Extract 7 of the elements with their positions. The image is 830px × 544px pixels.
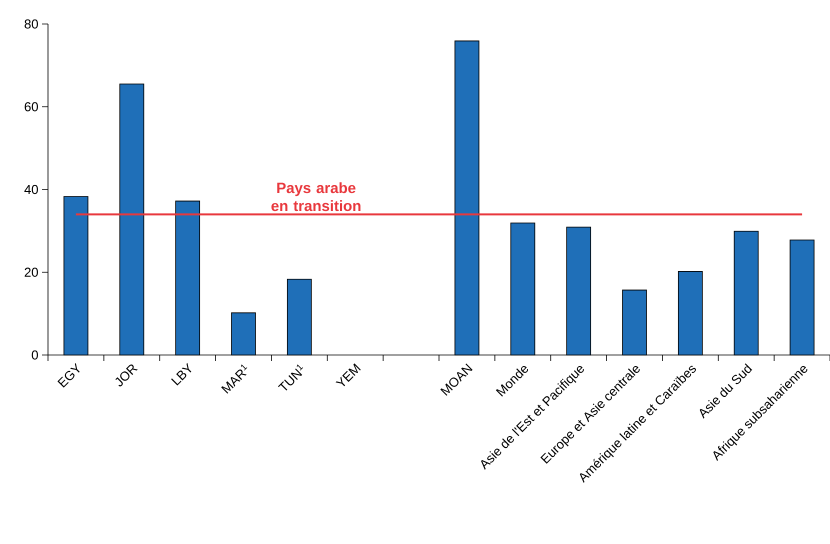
y-tick-label: 0: [32, 350, 38, 360]
y-tick-label: 80: [24, 19, 38, 29]
y-tick-label: 20: [24, 268, 38, 277]
ref-line-label: Pays arabe en transition: [271, 182, 360, 212]
y-tick-label: 60: [24, 102, 38, 112]
y-tick-label: 40: [24, 184, 38, 194]
x-tick-label: JOR: [115, 364, 138, 386]
